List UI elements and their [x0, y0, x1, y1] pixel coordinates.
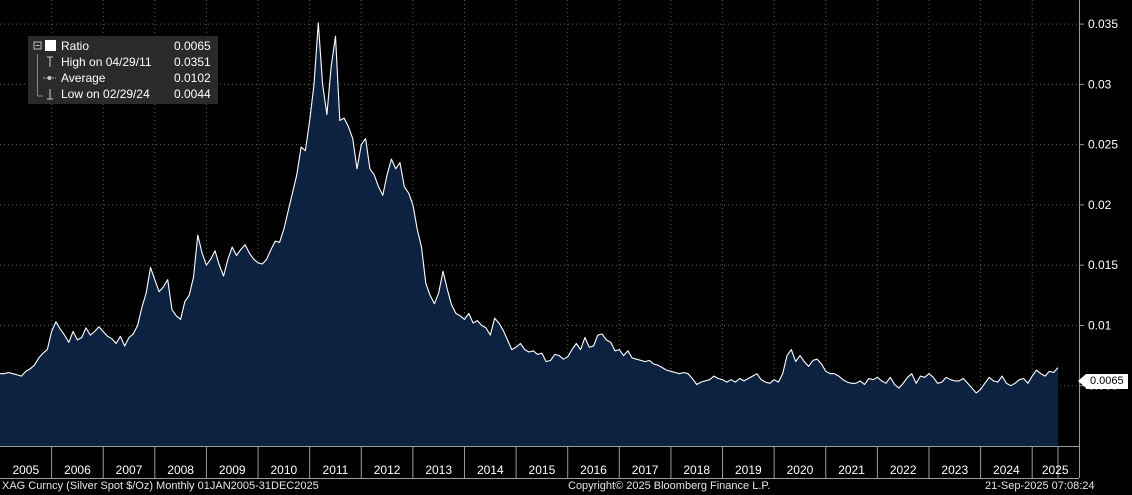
last-value-tag: 0.0065: [1086, 374, 1128, 389]
legend-value-low: 0.0044: [174, 87, 211, 101]
legend-row-average: Average 0.0102: [28, 70, 218, 86]
legend: Ratio 0.0065 High on 04/29/11 0.0351 Ave…: [28, 36, 218, 104]
y-tick-label: 0.015: [1088, 258, 1118, 272]
x-tick-label: 2024: [993, 463, 1020, 477]
ratio-area-fill: [0, 22, 1058, 447]
last-value-pointer: [1078, 374, 1086, 388]
x-tick-label: 2018: [683, 463, 710, 477]
legend-label-ratio: Ratio: [61, 39, 90, 53]
x-tick-label: 2015: [529, 463, 556, 477]
x-tick-label: 2005: [12, 463, 39, 477]
x-tick-label: 2019: [735, 463, 762, 477]
x-tick-label: 2025: [1042, 463, 1069, 477]
x-tick-label: 2010: [271, 463, 298, 477]
x-tick-label: 2014: [477, 463, 504, 477]
y-tick-label: 0.01: [1088, 318, 1112, 332]
legend-label-average: Average: [61, 71, 106, 85]
footer-security-description: XAG Curncy (Silver Spot $/Oz) Monthly 01…: [2, 480, 319, 492]
legend-value-average: 0.0102: [174, 71, 211, 85]
x-tick-label: 2022: [890, 463, 917, 477]
x-tick-label: 2012: [374, 463, 401, 477]
legend-value-high: 0.0351: [174, 55, 211, 69]
footer-timestamp: 21-Sep-2025 07:08:24: [985, 480, 1095, 492]
x-tick-label: 2023: [941, 463, 968, 477]
legend-value-ratio: 0.0065: [174, 39, 211, 53]
footer-copyright: Copyright© 2025 Bloomberg Finance L.P.: [568, 480, 771, 492]
legend-row-low: Low on 02/29/24 0.0044: [28, 86, 218, 102]
x-tick-label: 2009: [219, 463, 246, 477]
y-tick-label: 0.03: [1088, 77, 1112, 91]
x-tick-label: 2007: [116, 463, 143, 477]
high-marker-icon: [37, 54, 53, 70]
y-tick-label: 0.025: [1088, 138, 1118, 152]
low-marker-icon: [37, 86, 53, 100]
series-area: [0, 22, 1059, 447]
collapse-legend-icon[interactable]: [32, 38, 56, 54]
x-tick-label: 2006: [64, 463, 91, 477]
x-tick-label: 2020: [787, 463, 814, 477]
axes: [0, 0, 1080, 479]
x-tick-label: 2011: [323, 463, 349, 477]
y-tick-label: 0.02: [1088, 198, 1112, 212]
x-tick-label: 2008: [167, 463, 194, 477]
x-tick-label: 2013: [425, 463, 452, 477]
legend-label-low: Low on 02/29/24: [61, 87, 150, 101]
ratio-line: [0, 22, 1059, 394]
legend-label-high: High on 04/29/11: [61, 55, 152, 69]
x-tick-label: 2021: [838, 463, 865, 477]
x-tick-label: 2016: [580, 463, 607, 477]
x-tick-label: 2017: [632, 463, 659, 477]
x-axis-ticks: 2005 2006 2007 2008 2009 2010 2011 2012 2013 2014…: [12, 446, 1069, 478]
legend-row-ratio: Ratio 0.0065: [28, 38, 218, 54]
average-marker-icon: [37, 70, 56, 86]
legend-row-high: High on 04/29/11 0.0351: [28, 54, 218, 70]
y-tick-label: 0.035: [1088, 17, 1118, 31]
